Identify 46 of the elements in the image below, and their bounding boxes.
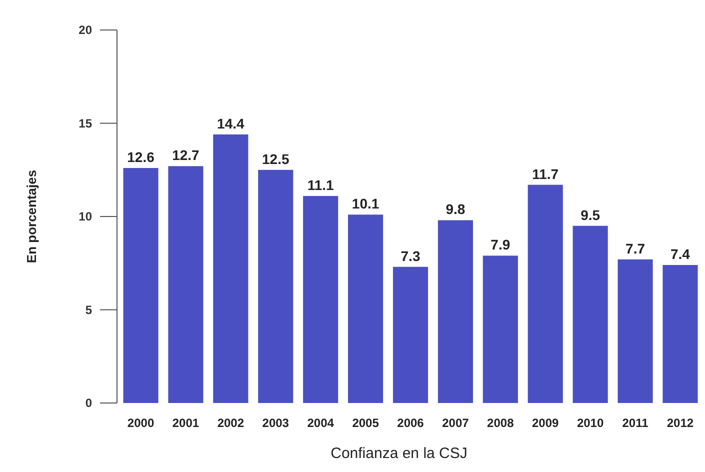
x-tick-label: 2003	[262, 416, 290, 430]
bar	[438, 220, 473, 403]
bar	[482, 256, 518, 403]
x-axis-title: Confianza en la CSJ	[330, 445, 468, 462]
x-tick-label: 2000	[127, 416, 154, 430]
data-label: 14.4	[217, 115, 245, 132]
bar	[213, 134, 248, 403]
bar	[662, 264, 698, 403]
y-axis-title: En porcentajes	[24, 170, 39, 264]
y-tick-label: 10	[78, 210, 92, 224]
bar	[348, 214, 384, 403]
data-label: 12.5	[262, 150, 290, 167]
x-tick-label: 2001	[172, 416, 200, 430]
x-tick-label: 2007	[442, 416, 470, 430]
y-tick-label: 0	[85, 396, 92, 410]
bar	[168, 166, 204, 403]
data-label: 7.3	[400, 248, 420, 264]
data-label: 12.6	[127, 149, 155, 166]
x-tick-label: 2012	[666, 416, 694, 430]
bar	[528, 184, 563, 403]
bar	[572, 226, 608, 403]
bar	[618, 259, 653, 403]
data-label: 9.8	[446, 201, 466, 218]
data-label: 10.1	[352, 196, 380, 212]
x-tick-label: 2006	[397, 416, 424, 430]
bar	[303, 196, 338, 403]
data-label: 11.7	[532, 166, 559, 182]
x-tick-label: 2008	[487, 416, 514, 430]
y-tick-label: 15	[78, 116, 92, 130]
data-label: 7.7	[626, 240, 646, 256]
x-tick-label: 2005	[352, 416, 380, 430]
x-tick-label: 2010	[576, 416, 604, 430]
bar	[392, 266, 428, 403]
data-label: 9.5	[580, 206, 600, 223]
x-tick-label: 2009	[532, 416, 560, 430]
data-label: 12.7	[172, 147, 200, 164]
bar	[123, 168, 158, 403]
x-tick-label: 2004	[307, 416, 334, 430]
data-label: 7.4	[670, 246, 690, 262]
data-label: 11.1	[307, 176, 334, 193]
x-tick-label: 2002	[217, 416, 244, 430]
bar	[258, 170, 294, 403]
x-tick-label: 2011	[622, 416, 649, 430]
data-label: 7.9	[490, 236, 510, 253]
y-tick-label: 5	[85, 302, 92, 317]
y-tick-label: 20	[78, 23, 92, 38]
